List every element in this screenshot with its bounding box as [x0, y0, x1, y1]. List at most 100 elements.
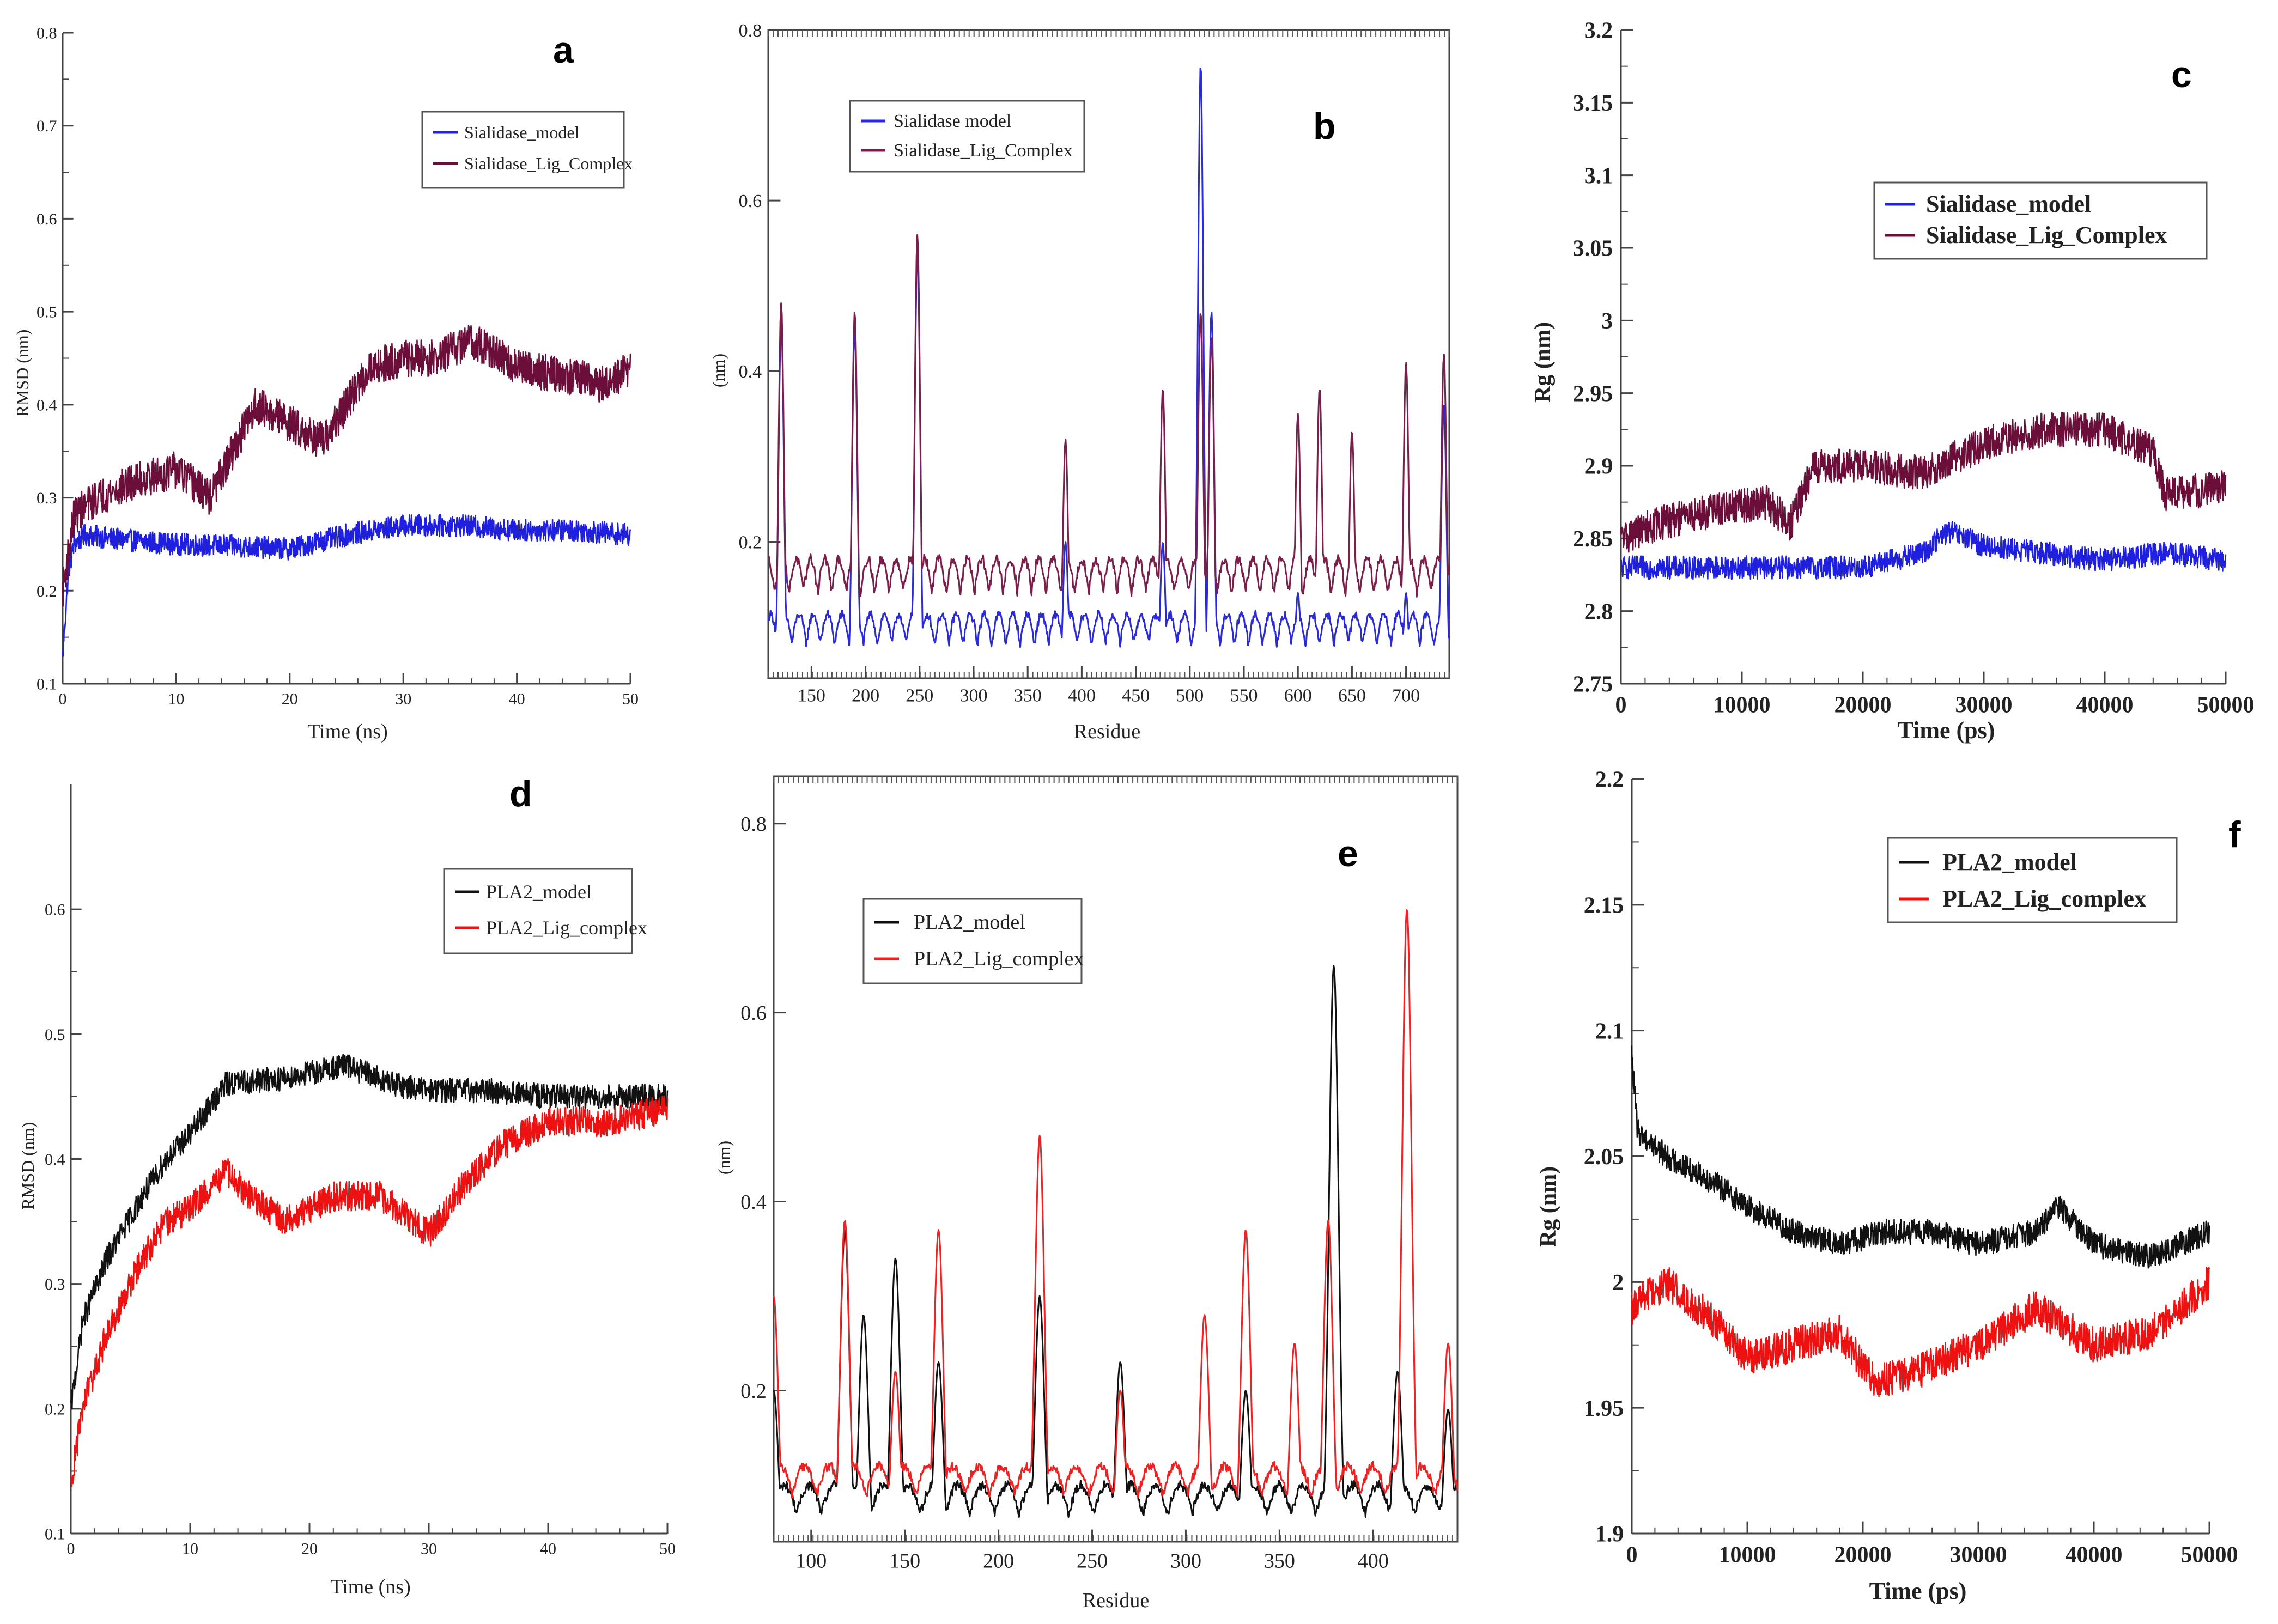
panel-e-xlabel: Residue [1083, 1589, 1149, 1612]
panel-e-series-2 [773, 909, 1459, 1499]
panel-d-legend-item-1: PLA2_model [486, 881, 592, 903]
panel-d-xtick-label: 50 [659, 1540, 676, 1558]
panel-a-ytick-label: 0.8 [37, 25, 57, 42]
panel-d-xtick-label: 0 [67, 1540, 75, 1558]
panel-f-plot: 0 10000 20000 30000 40000 50000 1.9 1.95 2 2.05 2.… [1584, 768, 2238, 1568]
panel-f-xtick-label: 50000 [2181, 1543, 2238, 1568]
panel-e-label: e [1338, 833, 1358, 874]
panel-a-ytick-label: 0.2 [37, 582, 57, 600]
panel-c-ytick-label: 3.1 [1584, 163, 1613, 188]
panel-e-xtick-label: 300 [1170, 1550, 1201, 1573]
panel-f-ytick-label: 1.95 [1584, 1396, 1624, 1421]
panel-a-ytick-label: 0.1 [37, 676, 57, 694]
panel-d-legend: PLA2_model PLA2_Lig_complex [443, 868, 647, 954]
panel-c-xlabel: Time (ps) [1898, 717, 1995, 744]
panel-a-ytick-label: 0.6 [37, 210, 57, 228]
panel-a-series-2 [62, 325, 631, 607]
panel-b-ylabel: (nm) [709, 354, 728, 387]
panel-c-xtick-label: 50000 [2197, 693, 2255, 718]
panel-c-ytick-label: 2.85 [1573, 527, 1613, 552]
panel-a-xtick-label: 40 [509, 690, 525, 708]
panel-a-series-1 [62, 514, 631, 658]
panel-c-legend-item-1: Sialidase_model [1926, 191, 2091, 217]
panel-d-xtick-label: 30 [421, 1540, 437, 1558]
panel-b-xtick-label: 650 [1338, 686, 1366, 706]
panel-e: e Residue (nm) PLA2_model PLA2_Lig_compl… [714, 833, 1358, 1612]
panel-f-xtick-label: 20000 [1834, 1543, 1892, 1568]
panel-b-plot: 150 200 250 300 350 400 450 500 550 600 650 700 0.2 0… [739, 21, 1450, 706]
panel-a-legend: Sialidase_model Sialidase_Lig_Complex [421, 111, 633, 189]
panel-b-xlabel: Residue [1074, 720, 1140, 743]
panel-a-plot: 0 10 20 30 40 50 0.1 0.2 0.3 0.4 0.5 0.6 0.7 0.8 [37, 25, 639, 708]
panel-a-xtick-label: 10 [168, 690, 184, 708]
panel-c-ytick-label: 3 [1601, 309, 1613, 334]
panel-c-legend: Sialidase_model Sialidase_Lig_Complex [1873, 181, 2208, 260]
panel-d-ytick-label: 0.1 [45, 1525, 65, 1543]
panel-f-ytick-label: 2 [1612, 1270, 1624, 1295]
panel-b-xtick-label: 250 [906, 686, 933, 706]
panel-b-xtick-label: 200 [852, 686, 879, 706]
panel-f-legend-box [1887, 837, 2178, 923]
panel-e-ytick-label: 0.8 [740, 813, 767, 836]
panel-e-xtick-label: 350 [1264, 1550, 1295, 1573]
panel-a-xtick-label: 0 [59, 690, 67, 708]
panel-d-legend-box [443, 868, 633, 954]
panel-d-ytick-label: 0.3 [45, 1275, 65, 1293]
panel-b-ytick-label: 0.8 [739, 21, 762, 41]
panel-c-plot: 0 10000 20000 30000 40000 50000 2.75 2.8 2.85 2.9… [1573, 19, 2255, 718]
panel-e-xtick-label: 150 [889, 1550, 920, 1573]
panel-b-xtick-label: 300 [959, 686, 987, 706]
panel-e-plot: 100 150 200 250 300 350 400 0.2 0.4 0.6 0.8 [740, 775, 1459, 1573]
panel-f-legend: PLA2_model PLA2_Lig_complex [1887, 837, 2178, 923]
panel-f-ytick-label: 2.1 [1595, 1019, 1624, 1044]
panel-d-plot: 0 10 20 30 40 50 0.1 0.2 0.3 0.4 0.5 0.6 [45, 784, 676, 1558]
panel-c-ylabel: Rg (nm) [1530, 322, 1556, 403]
panel-d-ytick-label: 0.6 [45, 901, 65, 919]
panel-c-legend-box [1873, 181, 2208, 260]
panel-d-series-1 [70, 1053, 669, 1410]
panel-c-xtick-label: 20000 [1834, 693, 1892, 718]
panel-f-ytick-label: 2.15 [1584, 893, 1624, 919]
panel-f-ylabel: Rg (nm) [1536, 1166, 1561, 1247]
panel-a-xlabel: Time (ns) [307, 720, 387, 743]
panel-e-minor-ticks [773, 776, 1458, 1542]
panel-c-legend-item-2: Sialidase_Lig_Complex [1926, 222, 2167, 248]
panel-c-ytick-label: 2.8 [1584, 599, 1613, 624]
panel-a-legend-item-1: Sialidase_model [464, 123, 580, 142]
panel-e-ytick-label: 0.4 [740, 1191, 767, 1214]
panel-c-xtick-label: 40000 [2076, 693, 2134, 718]
panel-c-ytick-label: 3.05 [1573, 236, 1613, 261]
panel-b-label: b [1313, 106, 1336, 147]
panel-f-ytick-label: 2.05 [1584, 1145, 1624, 1170]
panel-f-label: f [2228, 814, 2241, 855]
panel-b-ytick-label: 0.4 [739, 362, 762, 382]
panel-b-xtick-label: 700 [1392, 686, 1420, 706]
panel-f-ytick-label: 2.2 [1595, 768, 1624, 793]
panel-b-series-2 [768, 234, 1450, 598]
panel-d-ytick-label: 0.2 [45, 1400, 65, 1418]
panel-f-xtick-label: 10000 [1719, 1543, 1776, 1568]
panel-e-xtick-label: 100 [795, 1550, 827, 1573]
panel-b-legend: Sialidase model Sialidase_Lig_Complex [849, 100, 1085, 173]
panel-a-xtick-label: 50 [622, 690, 639, 708]
panel-a-xtick-label: 20 [282, 690, 298, 708]
panel-b-xtick-label: 150 [798, 686, 825, 706]
panel-d-xtick-label: 20 [301, 1540, 318, 1558]
panel-a-ytick-label: 0.5 [37, 303, 57, 321]
panel-b-series-1 [767, 68, 1450, 648]
panel-c-label: c [2171, 54, 2192, 95]
panel-e-frame [773, 775, 1459, 1543]
panel-f-xtick-label: 40000 [2066, 1543, 2123, 1568]
panel-e-xtick-label: 250 [1077, 1550, 1108, 1573]
panel-c-series-1 [1620, 521, 2227, 580]
panel-e-legend: PLA2_model PLA2_Lig_complex [862, 898, 1084, 984]
panel-b-frame [767, 29, 1450, 679]
panel-b-legend-item-1: Sialidase model [894, 111, 1011, 131]
panel-e-ytick-label: 0.6 [740, 1002, 767, 1025]
panel-d-series-2 [70, 1096, 669, 1487]
panel-d-xtick-label: 10 [182, 1540, 198, 1558]
panel-a-label: a [553, 29, 574, 71]
panel-c-ytick-label: 3.2 [1584, 19, 1613, 44]
panel-a-ylabel: RMSD (nm) [13, 330, 32, 417]
